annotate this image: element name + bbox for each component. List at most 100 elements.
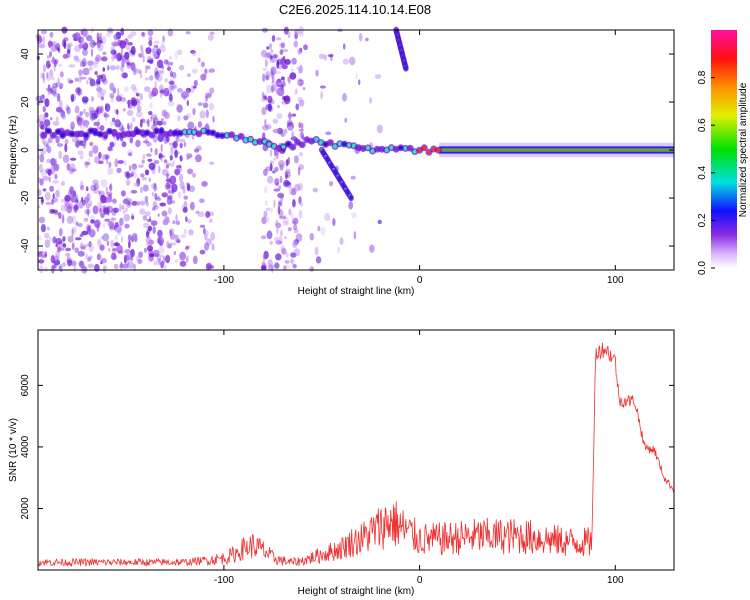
noise-speckle [46, 55, 50, 59]
noise-speckle [53, 163, 60, 172]
noise-speckle [126, 61, 132, 66]
noise-speckle [157, 236, 164, 246]
noise-speckle [100, 96, 104, 101]
noise-speckle [44, 98, 50, 108]
noise-speckle [38, 114, 45, 123]
noise-speckle [298, 68, 301, 75]
noise-speckle [110, 226, 114, 232]
trace-blob-core [206, 130, 211, 135]
noise-speckle [191, 68, 198, 74]
noise-speckle [281, 48, 289, 53]
noise-speckle [320, 226, 326, 236]
colorbar-tick-label: 0.8 [697, 70, 708, 84]
noise-speckle [278, 160, 285, 168]
noise-speckle [187, 168, 194, 175]
noise-speckle [130, 254, 133, 261]
noise-speckle [208, 102, 215, 111]
noise-speckle [52, 193, 55, 199]
noise-speckle [288, 184, 292, 188]
noise-speckle [160, 70, 165, 75]
noise-speckle [168, 93, 173, 103]
noise-speckle [142, 153, 146, 160]
noise-speckle [114, 119, 121, 128]
noise-speckle [277, 127, 283, 135]
noise-speckle [46, 72, 49, 79]
noise-speckle [276, 58, 282, 65]
noise-speckle [171, 183, 178, 193]
noise-speckle [108, 161, 112, 168]
noise-speckle [117, 39, 124, 46]
noise-speckle [262, 125, 269, 131]
noise-speckle [160, 65, 165, 69]
trace-blob-core [248, 137, 253, 142]
noise-speckle [166, 59, 170, 67]
noise-speckle [185, 245, 191, 249]
noise-speckle [275, 222, 282, 229]
noise-speckle [79, 60, 86, 68]
noise-speckle [79, 155, 84, 160]
noise-speckle [118, 122, 124, 132]
y-tick-label: -40 [20, 238, 31, 253]
noise-speckle [80, 184, 84, 191]
noise-speckle [177, 88, 183, 93]
noise-speckle [278, 42, 284, 49]
noise-speckle [342, 93, 347, 102]
trace-blob-core [210, 130, 215, 135]
noise-speckle [284, 169, 289, 175]
noise-speckle [58, 63, 62, 67]
noise-speckle [273, 157, 277, 161]
noise-speckle [108, 248, 111, 252]
noise-speckle [119, 203, 122, 213]
noise-speckle [186, 100, 189, 106]
noise-speckle [56, 93, 61, 102]
noise-speckle [272, 118, 278, 125]
noise-speckle [71, 242, 75, 250]
noise-speckle [92, 42, 99, 46]
noise-speckle [77, 150, 84, 156]
noise-speckle [287, 76, 290, 83]
noise-speckle [129, 137, 133, 144]
noise-speckle [193, 79, 198, 87]
noise-speckle [47, 88, 54, 94]
noise-speckle [47, 169, 52, 176]
noise-speckle [353, 231, 357, 240]
noise-speckle [293, 224, 298, 231]
noise-speckle [153, 187, 158, 191]
noise-speckle [275, 240, 283, 245]
noise-speckle [94, 71, 97, 75]
noise-speckle [348, 201, 354, 210]
noise-speckle [261, 92, 267, 100]
spectrogram-panel: -100 0 100 -40 -20 0 20 40 Height of straight l… [8, 26, 675, 297]
noise-speckle [280, 132, 285, 137]
colorbar-ticks: 0.0 0.2 0.4 0.6 0.8 [697, 70, 715, 275]
noise-speckle [70, 157, 77, 161]
noise-speckle [272, 170, 276, 174]
noise-speckle [71, 137, 77, 143]
trace-blob-core [427, 150, 431, 155]
noise-speckle [56, 82, 64, 88]
noise-speckle [135, 110, 143, 118]
noise-speckle [192, 50, 197, 57]
noise-speckle [339, 237, 344, 246]
noise-speckle [269, 160, 275, 164]
noise-speckle [66, 106, 71, 115]
noise-speckle [194, 148, 199, 153]
noise-speckle [112, 42, 119, 47]
noise-speckle [78, 222, 83, 228]
noise-speckle [162, 121, 167, 126]
colorbar-tick-label: 0.2 [697, 213, 708, 227]
noise-speckle [152, 50, 158, 59]
noise-speckle [179, 142, 183, 149]
noise-speckle [128, 240, 131, 249]
noise-speckle [75, 59, 82, 63]
noise-speckle [109, 183, 113, 192]
noise-speckle [175, 220, 181, 226]
noise-speckle [209, 218, 213, 223]
noise-speckle [143, 222, 150, 229]
noise-speckle [119, 217, 124, 226]
noise-speckle [124, 86, 129, 92]
noise-speckle [172, 220, 176, 225]
trace-blob-core [112, 130, 117, 135]
noise-speckle [186, 183, 191, 192]
noise-speckle [266, 52, 271, 56]
